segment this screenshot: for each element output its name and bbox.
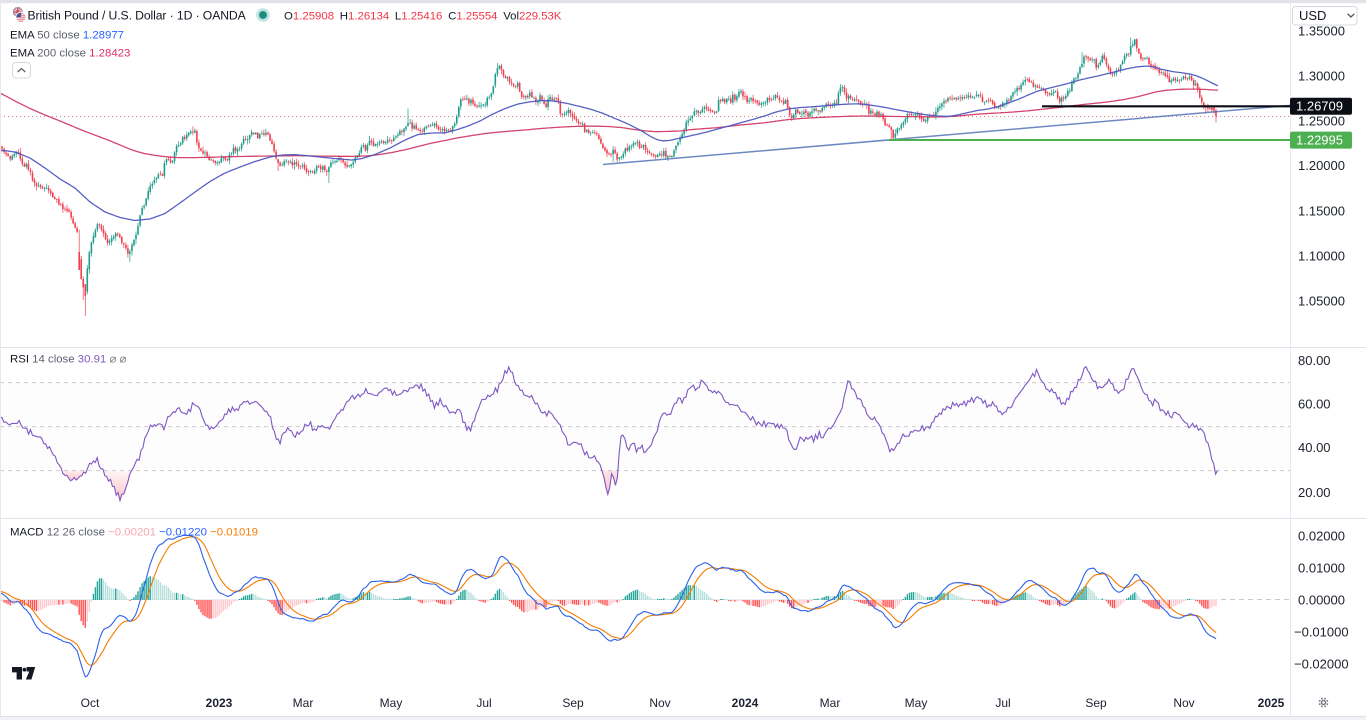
svg-text:2023: 2023 <box>206 696 233 710</box>
svg-text:Jul: Jul <box>476 696 491 710</box>
svg-text:Mar: Mar <box>293 696 314 710</box>
svg-text:0.01000: 0.01000 <box>1298 560 1345 575</box>
svg-text:Nov: Nov <box>649 696 670 710</box>
svg-text:1.35000: 1.35000 <box>1298 23 1345 38</box>
svg-text:RSI 14 close 30.91 ⌀ ⌀: RSI 14 close 30.91 ⌀ ⌀ <box>10 353 126 365</box>
svg-text:MACD 12 26 close −0.00201 −0.0: MACD 12 26 close −0.00201 −0.01220 −0.01… <box>10 526 258 538</box>
svg-text:May: May <box>380 696 403 710</box>
svg-text:0.02000: 0.02000 <box>1298 528 1345 543</box>
svg-text:−0.02000: −0.02000 <box>1294 656 1349 671</box>
svg-text:60.00: 60.00 <box>1298 396 1331 411</box>
svg-text:Mar: Mar <box>820 696 841 710</box>
svg-text:0.00000: 0.00000 <box>1298 592 1345 607</box>
svg-text:20.00: 20.00 <box>1298 485 1331 500</box>
svg-text:EMA 200 close 1.28423: EMA 200 close 1.28423 <box>10 48 130 60</box>
svg-text:British Pound / U.S. Dollar ·: British Pound / U.S. Dollar · 1D · OANDA <box>28 9 247 23</box>
svg-text:Jul: Jul <box>995 696 1010 710</box>
svg-text:Nov: Nov <box>1173 696 1194 710</box>
svg-text:1.25000: 1.25000 <box>1298 113 1345 128</box>
svg-text:2025: 2025 <box>1258 696 1285 710</box>
svg-text:O1.25908 H1.26134 L1.25416 C1.: O1.25908 H1.26134 L1.25416 C1.25554 Vol2… <box>284 10 562 22</box>
svg-text:2024: 2024 <box>732 696 759 710</box>
svg-text:Sep: Sep <box>1085 696 1107 710</box>
svg-text:1.20000: 1.20000 <box>1298 158 1345 173</box>
svg-text:1.26709: 1.26709 <box>1296 99 1343 114</box>
svg-text:EMA 50 close 1.28977: EMA 50 close 1.28977 <box>10 30 124 42</box>
svg-text:−0.01000: −0.01000 <box>1294 624 1349 639</box>
svg-text:1.30000: 1.30000 <box>1298 68 1345 83</box>
svg-text:40.00: 40.00 <box>1298 440 1331 455</box>
svg-text:USD: USD <box>1299 8 1326 23</box>
svg-text:1.05000: 1.05000 <box>1298 293 1345 308</box>
svg-text:80.00: 80.00 <box>1298 353 1331 368</box>
svg-text:Oct: Oct <box>81 696 100 710</box>
svg-text:1.10000: 1.10000 <box>1298 248 1345 263</box>
svg-text:1.22995: 1.22995 <box>1296 132 1343 147</box>
svg-text:May: May <box>905 696 928 710</box>
svg-text:1.15000: 1.15000 <box>1298 203 1345 218</box>
svg-text:Sep: Sep <box>562 696 584 710</box>
